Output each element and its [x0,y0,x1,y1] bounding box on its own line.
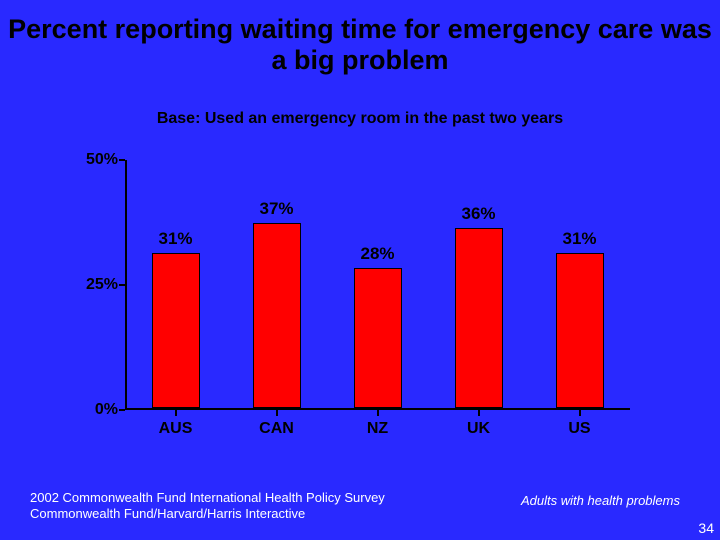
footer-left-line2: Commonwealth Fund/Harvard/Harris Interac… [30,506,385,522]
x-tick [377,410,379,416]
footer-left: 2002 Commonwealth Fund International Hea… [30,490,385,523]
y-tick [119,284,125,286]
category-label: AUS [136,420,216,438]
bar [455,228,503,408]
y-tick [119,409,125,411]
x-tick [276,410,278,416]
bar-value-label: 28% [348,244,408,264]
y-tick-label: 25% [70,276,118,294]
x-tick [579,410,581,416]
slide-title: Percent reporting waiting time for emerg… [0,14,720,76]
category-label: NZ [338,420,418,438]
bar-value-label: 36% [449,204,509,224]
page-number: 34 [698,520,714,536]
slide-subtitle: Base: Used an emergency room in the past… [0,110,720,128]
category-label: UK [439,420,519,438]
bar-value-label: 31% [550,229,610,249]
bar-value-label: 37% [247,199,307,219]
footer-right: Adults with health problems [521,493,680,508]
bar [556,253,604,408]
bar [152,253,200,408]
bar [354,268,402,408]
x-tick [175,410,177,416]
slide: Percent reporting waiting time for emerg… [0,0,720,540]
category-label: CAN [237,420,317,438]
y-tick-label: 0% [70,401,118,419]
y-tick [119,159,125,161]
footer-left-line1: 2002 Commonwealth Fund International Hea… [30,490,385,506]
x-tick [478,410,480,416]
category-label: US [540,420,620,438]
bar-value-label: 31% [146,229,206,249]
chart-plot: 0%25%50%31%AUS37%CAN28%NZ36%UK31%US [125,160,630,410]
y-axis-line [125,160,127,410]
bar [253,223,301,408]
bar-chart: 0%25%50%31%AUS37%CAN28%NZ36%UK31%US [70,160,630,440]
y-tick-label: 50% [70,151,118,169]
